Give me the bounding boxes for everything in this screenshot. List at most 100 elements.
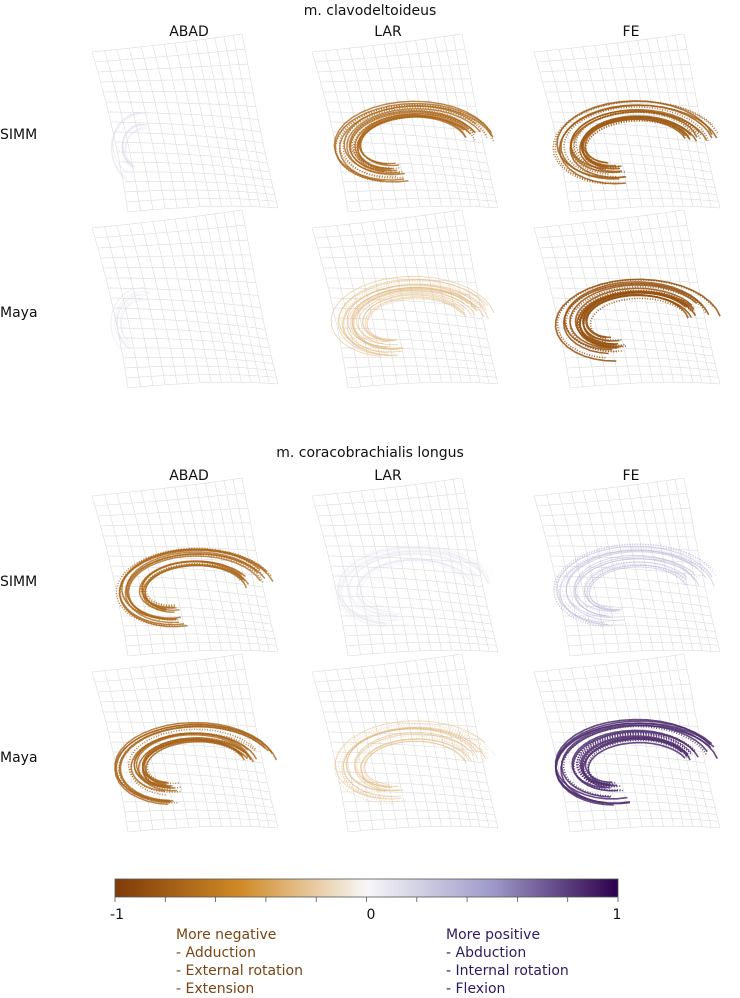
legend-negative: More negative - Adduction - External rot… <box>176 926 303 998</box>
grid-line <box>320 254 471 259</box>
grid-line <box>566 809 717 815</box>
grid-line <box>127 381 279 389</box>
trajectory-line <box>357 559 471 613</box>
colorbar-min-label: -1 <box>110 907 124 923</box>
grid-line <box>232 211 270 384</box>
grid-line <box>124 809 275 815</box>
grid-line <box>123 801 274 808</box>
trajectory-line <box>337 549 492 625</box>
grid-line <box>563 791 714 801</box>
trajectory-line <box>562 282 710 355</box>
trajectory-line <box>125 551 258 619</box>
grid-line <box>317 683 468 693</box>
grid-line <box>232 35 270 208</box>
legend-negative-item: - Extension <box>176 981 255 997</box>
grid-line <box>311 209 463 229</box>
row-header-maya: Maya <box>0 305 38 321</box>
grid-line <box>112 575 264 588</box>
trajectory-line <box>346 728 479 792</box>
trajectory-line <box>111 112 142 184</box>
trajectory-line <box>588 566 687 610</box>
plot-cell <box>91 477 279 657</box>
grid-line <box>539 63 690 73</box>
grid-line <box>337 151 488 164</box>
trajectory-line <box>587 741 686 786</box>
grid-line <box>346 374 497 379</box>
grid-line <box>123 357 274 364</box>
grid-line <box>91 33 243 53</box>
trajectory-line <box>552 543 713 626</box>
grid-line <box>103 535 254 538</box>
grid-line <box>314 224 466 239</box>
grid-line <box>112 131 264 144</box>
grid-line <box>121 171 272 181</box>
grid-line <box>568 374 719 379</box>
grid-line <box>561 781 712 793</box>
grid-line <box>545 267 696 270</box>
grid-line <box>336 225 374 386</box>
trajectory-line <box>137 737 255 792</box>
grid-line <box>108 555 259 564</box>
trajectory-line <box>138 560 246 612</box>
legend-positive-item: - Internal rotation <box>446 963 569 979</box>
trajectory-line <box>353 732 468 788</box>
grid-line <box>317 239 468 249</box>
grid-line <box>539 239 690 249</box>
trajectory-line <box>341 726 488 803</box>
grid-line <box>344 365 495 371</box>
plot-cell <box>533 33 721 213</box>
grid-line <box>311 33 463 53</box>
grid-line <box>325 721 476 727</box>
trajectory-line <box>124 127 145 169</box>
trajectory-line <box>333 545 495 626</box>
panel-title-clavodeltoideus: m. clavodeltoideus <box>303 3 437 19</box>
trajectory-line <box>121 123 149 167</box>
grid-line <box>533 33 685 53</box>
grid-line <box>323 535 474 538</box>
grid-line <box>214 213 252 383</box>
colorbar <box>114 878 619 898</box>
grid-line <box>328 555 479 564</box>
grid-line <box>558 493 596 654</box>
plot-cell <box>533 653 721 833</box>
grid-line <box>565 357 716 364</box>
trajectory-line <box>580 115 691 168</box>
trajectory-line <box>121 123 145 166</box>
trajectory-line <box>364 740 465 785</box>
grid-line <box>110 121 261 132</box>
grid-line <box>566 365 717 371</box>
trajectory-line <box>574 554 695 612</box>
trajectory-line <box>110 287 146 359</box>
colorbar-max-label: 1 <box>612 907 622 923</box>
legend-positive-item: - Abduction <box>446 945 527 961</box>
trajectory-line <box>359 115 465 167</box>
grid-line <box>332 131 484 144</box>
grid-line <box>344 633 495 639</box>
grid-line <box>565 801 716 808</box>
legend-positive-heading: More positive <box>446 927 541 943</box>
grid-line <box>126 818 277 823</box>
col-header-abad: ABAD <box>169 468 209 484</box>
trajectory-line <box>558 104 718 185</box>
trajectory-line <box>553 545 717 628</box>
trajectory-line <box>116 294 143 350</box>
grid-line <box>536 48 688 63</box>
grid-line <box>547 101 698 107</box>
trajectory-line <box>351 557 480 620</box>
trajectory-line <box>120 299 148 343</box>
legend-positive-item: - Flexion <box>446 981 506 997</box>
grid-line <box>343 357 494 364</box>
trajectory-line <box>116 294 147 348</box>
grid-line <box>683 477 721 653</box>
plot-cell <box>311 209 499 389</box>
grid-line <box>115 141 266 154</box>
grid-line <box>343 625 494 632</box>
trajectory-line <box>357 559 474 615</box>
grid-line <box>341 615 492 625</box>
col-header-fe: FE <box>622 24 640 40</box>
trajectory-line <box>359 737 471 792</box>
grid-line <box>566 633 717 639</box>
plot-cell <box>311 33 499 213</box>
grid-line <box>557 585 708 598</box>
grid-line <box>117 595 268 608</box>
